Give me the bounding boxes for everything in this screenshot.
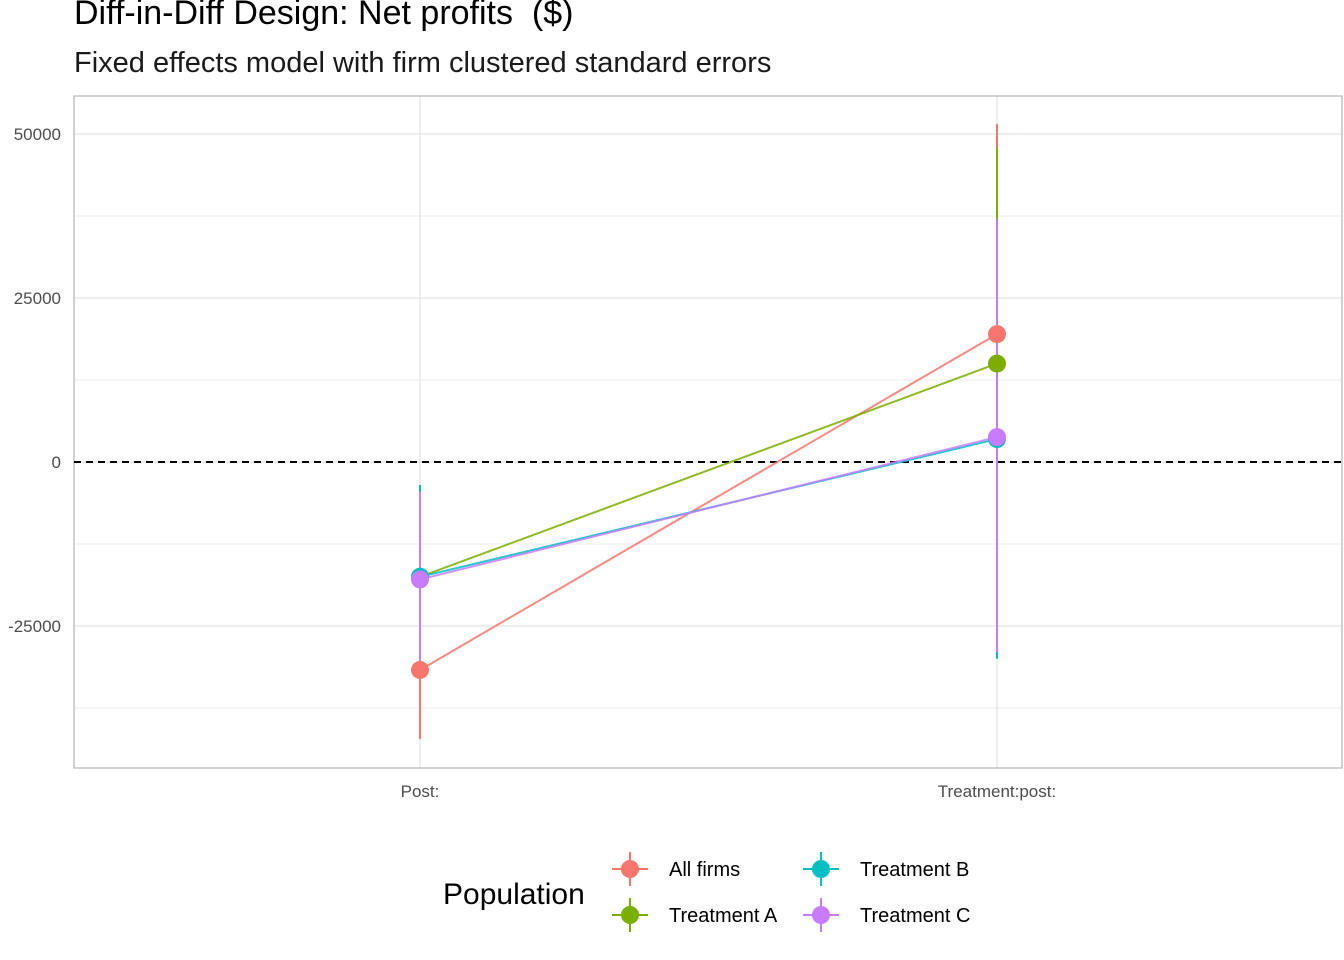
- series-line: [419, 362, 998, 578]
- legend-key-point: [812, 860, 830, 878]
- chart-title: Diff-in-Diff Design: Net profits ($): [74, 0, 574, 32]
- data-point: [988, 428, 1006, 447]
- legend-item[interactable]: All firms: [612, 852, 740, 886]
- data-point: [411, 570, 429, 589]
- y-tick-label: -25000: [8, 617, 61, 636]
- y-tick-label: 0: [52, 453, 61, 472]
- x-tick-label: Treatment:post:: [938, 782, 1056, 801]
- legend-key-point: [621, 860, 639, 878]
- legend-label: All firms: [669, 859, 740, 881]
- series-line: [419, 436, 998, 581]
- legend-item[interactable]: Treatment A: [612, 898, 778, 932]
- legend-item[interactable]: Treatment C: [803, 898, 970, 932]
- data-point: [988, 325, 1006, 344]
- data-point: [988, 354, 1006, 373]
- y-tick-label: 50000: [14, 125, 61, 144]
- legend-item[interactable]: Treatment B: [803, 852, 969, 886]
- legend-key-point: [812, 906, 830, 924]
- data-point: [411, 660, 429, 679]
- series-line: [419, 333, 998, 671]
- legend-label: Treatment C: [860, 905, 970, 927]
- chart-subtitle: Fixed effects model with firm clustered …: [74, 47, 772, 79]
- panel-border: [73, 95, 1343, 769]
- legend-key-point: [621, 906, 639, 924]
- legend-label: Treatment A: [669, 905, 778, 927]
- y-tick-label: 25000: [14, 289, 61, 308]
- legend-label: Treatment B: [860, 859, 969, 881]
- x-tick-label: Post:: [401, 782, 440, 801]
- legend-title: Population: [443, 878, 585, 911]
